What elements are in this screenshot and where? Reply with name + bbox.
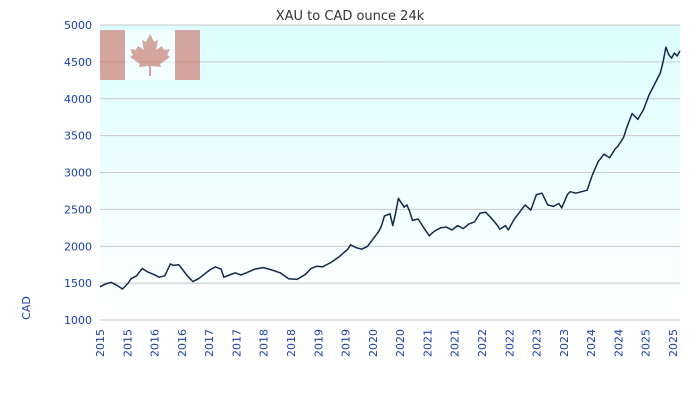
x-tick-label: 2020 <box>367 329 380 357</box>
y-tick-label: 2000 <box>64 240 92 253</box>
x-tick-label: 2015 <box>94 329 107 357</box>
x-axis: 2015 2015 2016 2016 2017 2017 2018 2018 2019 2019… <box>94 329 680 357</box>
x-tick-label: 2025 <box>667 329 680 357</box>
y-tick-label: 3000 <box>64 167 92 180</box>
x-tick-label: 2017 <box>230 329 243 357</box>
y-tick-label: 3500 <box>64 130 92 143</box>
x-tick-label: 2018 <box>258 329 271 357</box>
y-tick-label: 2500 <box>64 203 92 216</box>
x-tick-label: 2019 <box>312 329 325 357</box>
canada-flag-icon <box>100 30 200 80</box>
y-axis: 1000 1500 2000 2500 3000 3500 4000 4500 5000 <box>64 19 92 327</box>
x-tick-label: 2025 <box>640 329 653 357</box>
x-tick-label: 2021 <box>449 329 462 357</box>
y-axis-label: CAD <box>20 296 33 320</box>
x-tick-label: 2024 <box>612 329 625 357</box>
x-tick-label: 2018 <box>285 329 298 357</box>
x-tick-label: 2016 <box>149 329 162 357</box>
x-tick-label: 2023 <box>558 329 571 357</box>
x-tick-label: 2022 <box>503 329 516 357</box>
y-tick-label: 1000 <box>64 314 92 327</box>
y-tick-label: 5000 <box>64 19 92 32</box>
x-tick-label: 2020 <box>394 329 407 357</box>
x-tick-label: 2022 <box>476 329 489 357</box>
x-tick-label: 2019 <box>340 329 353 357</box>
y-tick-label: 4000 <box>64 93 92 106</box>
y-tick-label: 4500 <box>64 56 92 69</box>
series-line-xau-cad <box>99 46 681 290</box>
x-tick-label: 2017 <box>203 329 216 357</box>
x-tick-label: 2023 <box>531 329 544 357</box>
x-tick-label: 2024 <box>585 329 598 357</box>
chart-title: XAU to CAD ounce 24k <box>276 9 425 24</box>
y-tick-label: 1500 <box>64 277 92 290</box>
x-tick-label: 2021 <box>421 329 434 357</box>
x-tick-label: 2016 <box>176 329 189 357</box>
x-tick-label: 2015 <box>121 329 134 357</box>
